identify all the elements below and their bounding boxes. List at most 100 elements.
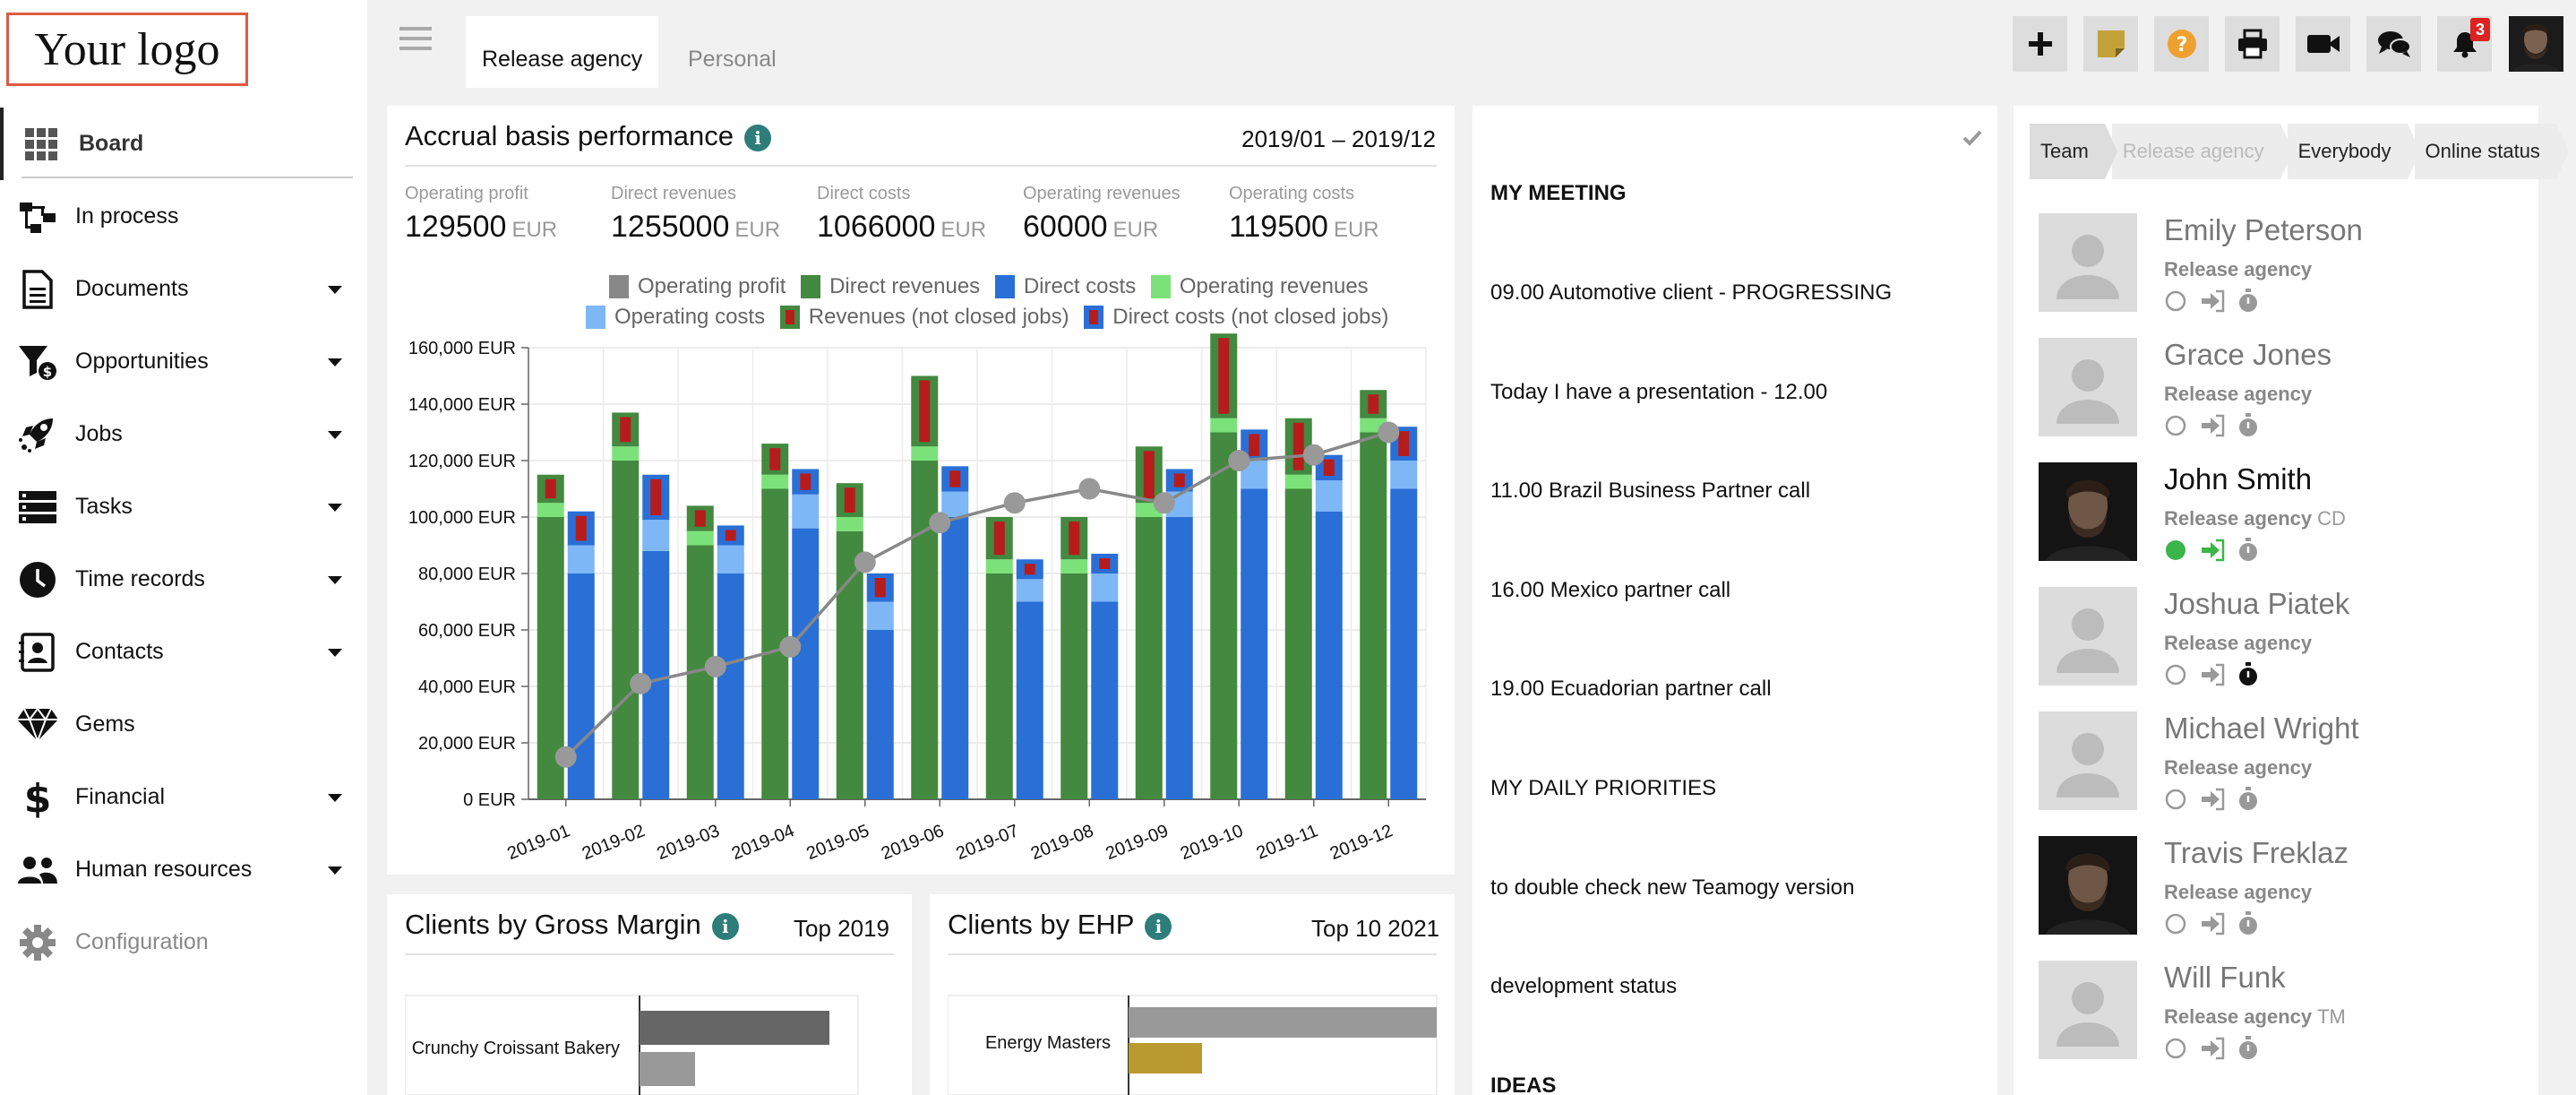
member-name[interactable]: Will Funk [2164,961,2286,994]
legend-operating-costs[interactable]: Operating costs [586,305,765,330]
help-button[interactable]: ? [2154,16,2209,72]
legend-operating-profit[interactable]: Operating profit [609,274,786,299]
point-operating-profit [1302,444,1325,466]
member-org-text: Release agency [2164,632,2313,654]
stopwatch-icon[interactable] [2237,787,2259,812]
stopwatch-icon[interactable] [2237,911,2259,936]
sidebar-item-documents[interactable]: Documents [0,253,367,325]
user-avatar[interactable] [2509,16,2563,72]
member-avatar[interactable] [2039,711,2137,810]
member-name[interactable]: Joshua Piatek [2164,587,2350,620]
stopwatch-icon[interactable] [2237,1036,2259,1061]
tab-release-agency[interactable]: Release agency [466,16,659,88]
checkmark-icon[interactable] [1962,127,1983,149]
sidebar-item-configuration[interactable]: Configuration [0,906,367,979]
info-icon[interactable]: i [744,124,771,151]
chevron-down-icon[interactable] [328,430,342,439]
kpi-label: Operating profit [405,184,528,203]
legend-direct-revenues[interactable]: Direct revenues [801,274,980,299]
sidebar-item-gems[interactable]: Gems [0,688,367,761]
member-avatar[interactable] [2039,961,2137,1059]
member-avatar[interactable] [2039,338,2137,436]
team-member[interactable]: John Smith Release agency CD [2039,462,2513,570]
chevron-down-icon[interactable] [328,503,342,512]
sidebar-item-label: In process [75,203,179,228]
client-label: Crunchy Croissant Bakery [412,1039,620,1058]
sidebar-item-tasks[interactable]: Tasks [0,470,367,543]
chevron-down-icon[interactable] [328,575,342,584]
legend-operating-revenues[interactable]: Operating revenues [1150,274,1369,299]
chevron-down-icon[interactable] [328,866,342,875]
team-member[interactable]: Will Funk Release agency TM [2039,961,2513,1068]
crumb-release-agency[interactable]: Release agency [2111,124,2293,179]
member-name[interactable]: Michael Wright [2164,711,2359,745]
sidebar-item-board[interactable]: Board [0,108,367,180]
kpi-currency: EUR [511,218,558,242]
sidebar-item-opportunities[interactable]: $ Opportunities [0,325,367,398]
chevron-down-icon[interactable] [328,285,342,294]
video-call-button[interactable] [2296,16,2350,72]
sidebar-item-label: Documents [75,276,189,301]
legend-direct-costs[interactable]: Direct costs [994,274,1136,299]
chat-button[interactable] [2366,16,2421,72]
notes-line: development status [1490,974,1678,998]
member-name[interactable]: John Smith [2164,462,2313,496]
stopwatch-icon[interactable] [2237,289,2259,314]
sign-in-icon [2202,414,2225,437]
sidebar-item-time-records[interactable]: Time records [0,543,367,616]
stopwatch-icon[interactable] [2237,413,2259,438]
y-tick-label: 20,000 EUR [418,734,516,754]
ehp-range[interactable]: Top 10 2021 [1311,915,1440,942]
kpi-value: 1066000 [817,210,936,244]
bar-direct-costs-not-closed-marker [1024,564,1035,575]
member-avatar[interactable] [2039,836,2137,935]
accrual-date-range[interactable]: 2019/01 – 2019/12 [1241,125,1436,152]
logo[interactable]: Your logo [6,13,248,86]
chevron-down-icon[interactable] [328,793,342,802]
legend-revenues-not-closed[interactable]: Revenues (not closed jobs) [779,305,1069,330]
sign-in-icon [2202,663,2225,686]
member-avatar[interactable] [2039,587,2137,685]
add-button[interactable] [2013,16,2067,72]
sidebar-item-human-resources[interactable]: Human resources [0,833,367,906]
hamburger-menu-icon[interactable] [399,27,432,56]
stopwatch-icon[interactable] [2237,662,2259,687]
info-icon[interactable]: i [1145,912,1172,940]
print-button[interactable] [2225,16,2280,72]
tab-personal[interactable]: Personal [688,46,777,72]
funnel-icon: $ [0,342,75,382]
crumb-team[interactable]: Team [2030,124,2117,179]
sidebar-item-jobs[interactable]: Jobs [0,398,367,470]
stopwatch-icon[interactable] [2237,538,2259,563]
sidebar-item-contacts[interactable]: Contacts [0,616,367,688]
team-member[interactable]: Travis Freklaz Release agency [2039,836,2513,944]
member-status-icons [2164,1036,2259,1061]
member-avatar[interactable] [2039,213,2137,312]
member-name[interactable]: Emily Peterson [2164,213,2363,246]
crumb-everybody[interactable]: Everybody [2287,124,2420,179]
sidebar-item-in-process[interactable]: In process [0,180,367,253]
gross-margin-range[interactable]: Top 2019 [794,915,889,942]
bar-revenues-not-closed-marker [1292,422,1304,470]
bar-operating-revenues [612,446,640,461]
bar-operating-costs [1016,579,1043,602]
notifications-button[interactable]: 3 [2437,16,2492,72]
team-member[interactable]: Michael Wright Release agency [2039,711,2513,819]
member-name[interactable]: Travis Freklaz [2164,836,2348,869]
member-name[interactable]: Grace Jones [2164,338,2332,371]
sticky-note-button[interactable] [2083,16,2138,72]
info-icon[interactable]: i [711,912,739,940]
crumb-online-status[interactable]: Online status [2414,124,2570,179]
chevron-down-icon[interactable] [328,648,342,657]
team-member[interactable]: Emily Peterson Release agency [2039,213,2513,321]
kpi-value: 129500 [405,210,507,244]
sidebar-item-label: Financial [75,784,166,809]
ehp-title: Clients by EHP i [948,909,1172,941]
y-tick-label: 160,000 EUR [408,339,516,358]
team-member[interactable]: Grace Jones Release agency [2039,338,2513,445]
member-avatar[interactable] [2039,462,2137,561]
team-member[interactable]: Joshua Piatek Release agency [2039,587,2513,694]
chevron-down-icon[interactable] [328,358,342,366]
sidebar-item-financial[interactable]: $ Financial [0,761,367,833]
legend-direct-costs-not-closed[interactable]: Direct costs (not closed jobs) [1084,305,1388,330]
